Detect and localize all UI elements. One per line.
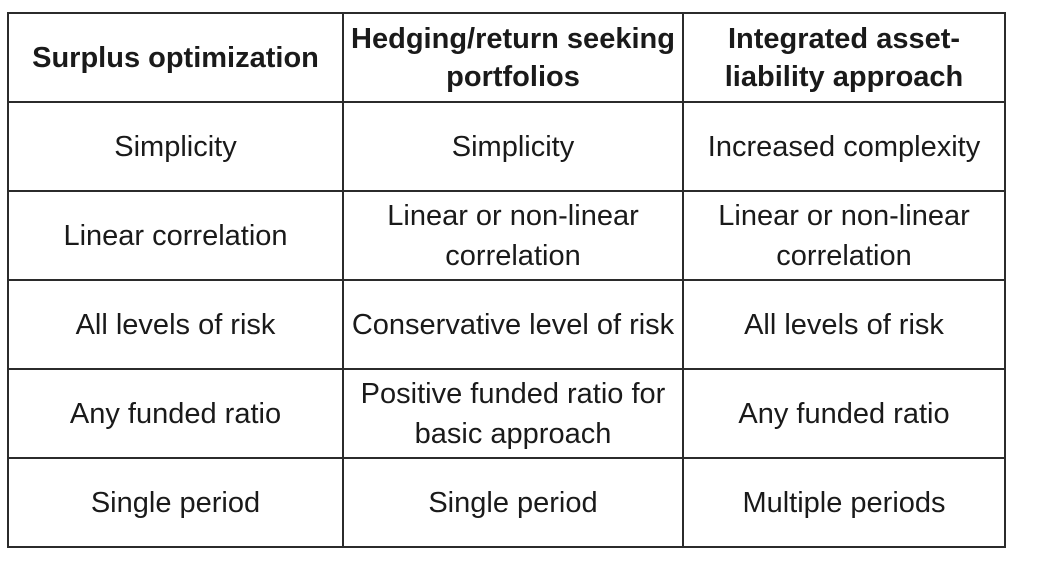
table-header: Surplus optimization Hedging/return seek… xyxy=(7,12,1006,103)
table-cell: Single period xyxy=(7,457,344,548)
table-cell: Simplicity xyxy=(7,101,344,192)
table-body: Simplicity Simplicity Increased complexi… xyxy=(7,101,1006,548)
header-integrated-asset-liability: Integrated asset-liability approach xyxy=(682,12,1006,103)
table-cell: Conservative level of risk xyxy=(342,279,684,370)
table-row: Single period Single period Multiple per… xyxy=(7,457,1006,548)
table-cell: Positive funded ratio for basic approach xyxy=(342,368,684,459)
table-cell: All levels of risk xyxy=(7,279,344,370)
table-cell: Single period xyxy=(342,457,684,548)
table-cell: Linear or non-linear correlation xyxy=(682,190,1006,281)
table-cell: All levels of risk xyxy=(682,279,1006,370)
table-row: Any funded ratio Positive funded ratio f… xyxy=(7,368,1006,459)
table-row: All levels of risk Conservative level of… xyxy=(7,279,1006,370)
header-hedging-return-seeking: Hedging/return seeking portfolios xyxy=(342,12,684,103)
table-cell: Any funded ratio xyxy=(7,368,344,459)
table-cell: Simplicity xyxy=(342,101,684,192)
table-cell: Increased complexity xyxy=(682,101,1006,192)
header-row: Surplus optimization Hedging/return seek… xyxy=(7,12,1006,103)
table-cell: Any funded ratio xyxy=(682,368,1006,459)
table-row: Simplicity Simplicity Increased complexi… xyxy=(7,101,1006,192)
table-cell: Linear or non-linear correlation xyxy=(342,190,684,281)
comparison-table: Surplus optimization Hedging/return seek… xyxy=(7,12,1006,548)
table-cell: Linear correlation xyxy=(7,190,344,281)
table-cell: Multiple periods xyxy=(682,457,1006,548)
table-row: Linear correlation Linear or non-linear … xyxy=(7,190,1006,281)
header-surplus-optimization: Surplus optimization xyxy=(7,12,344,103)
